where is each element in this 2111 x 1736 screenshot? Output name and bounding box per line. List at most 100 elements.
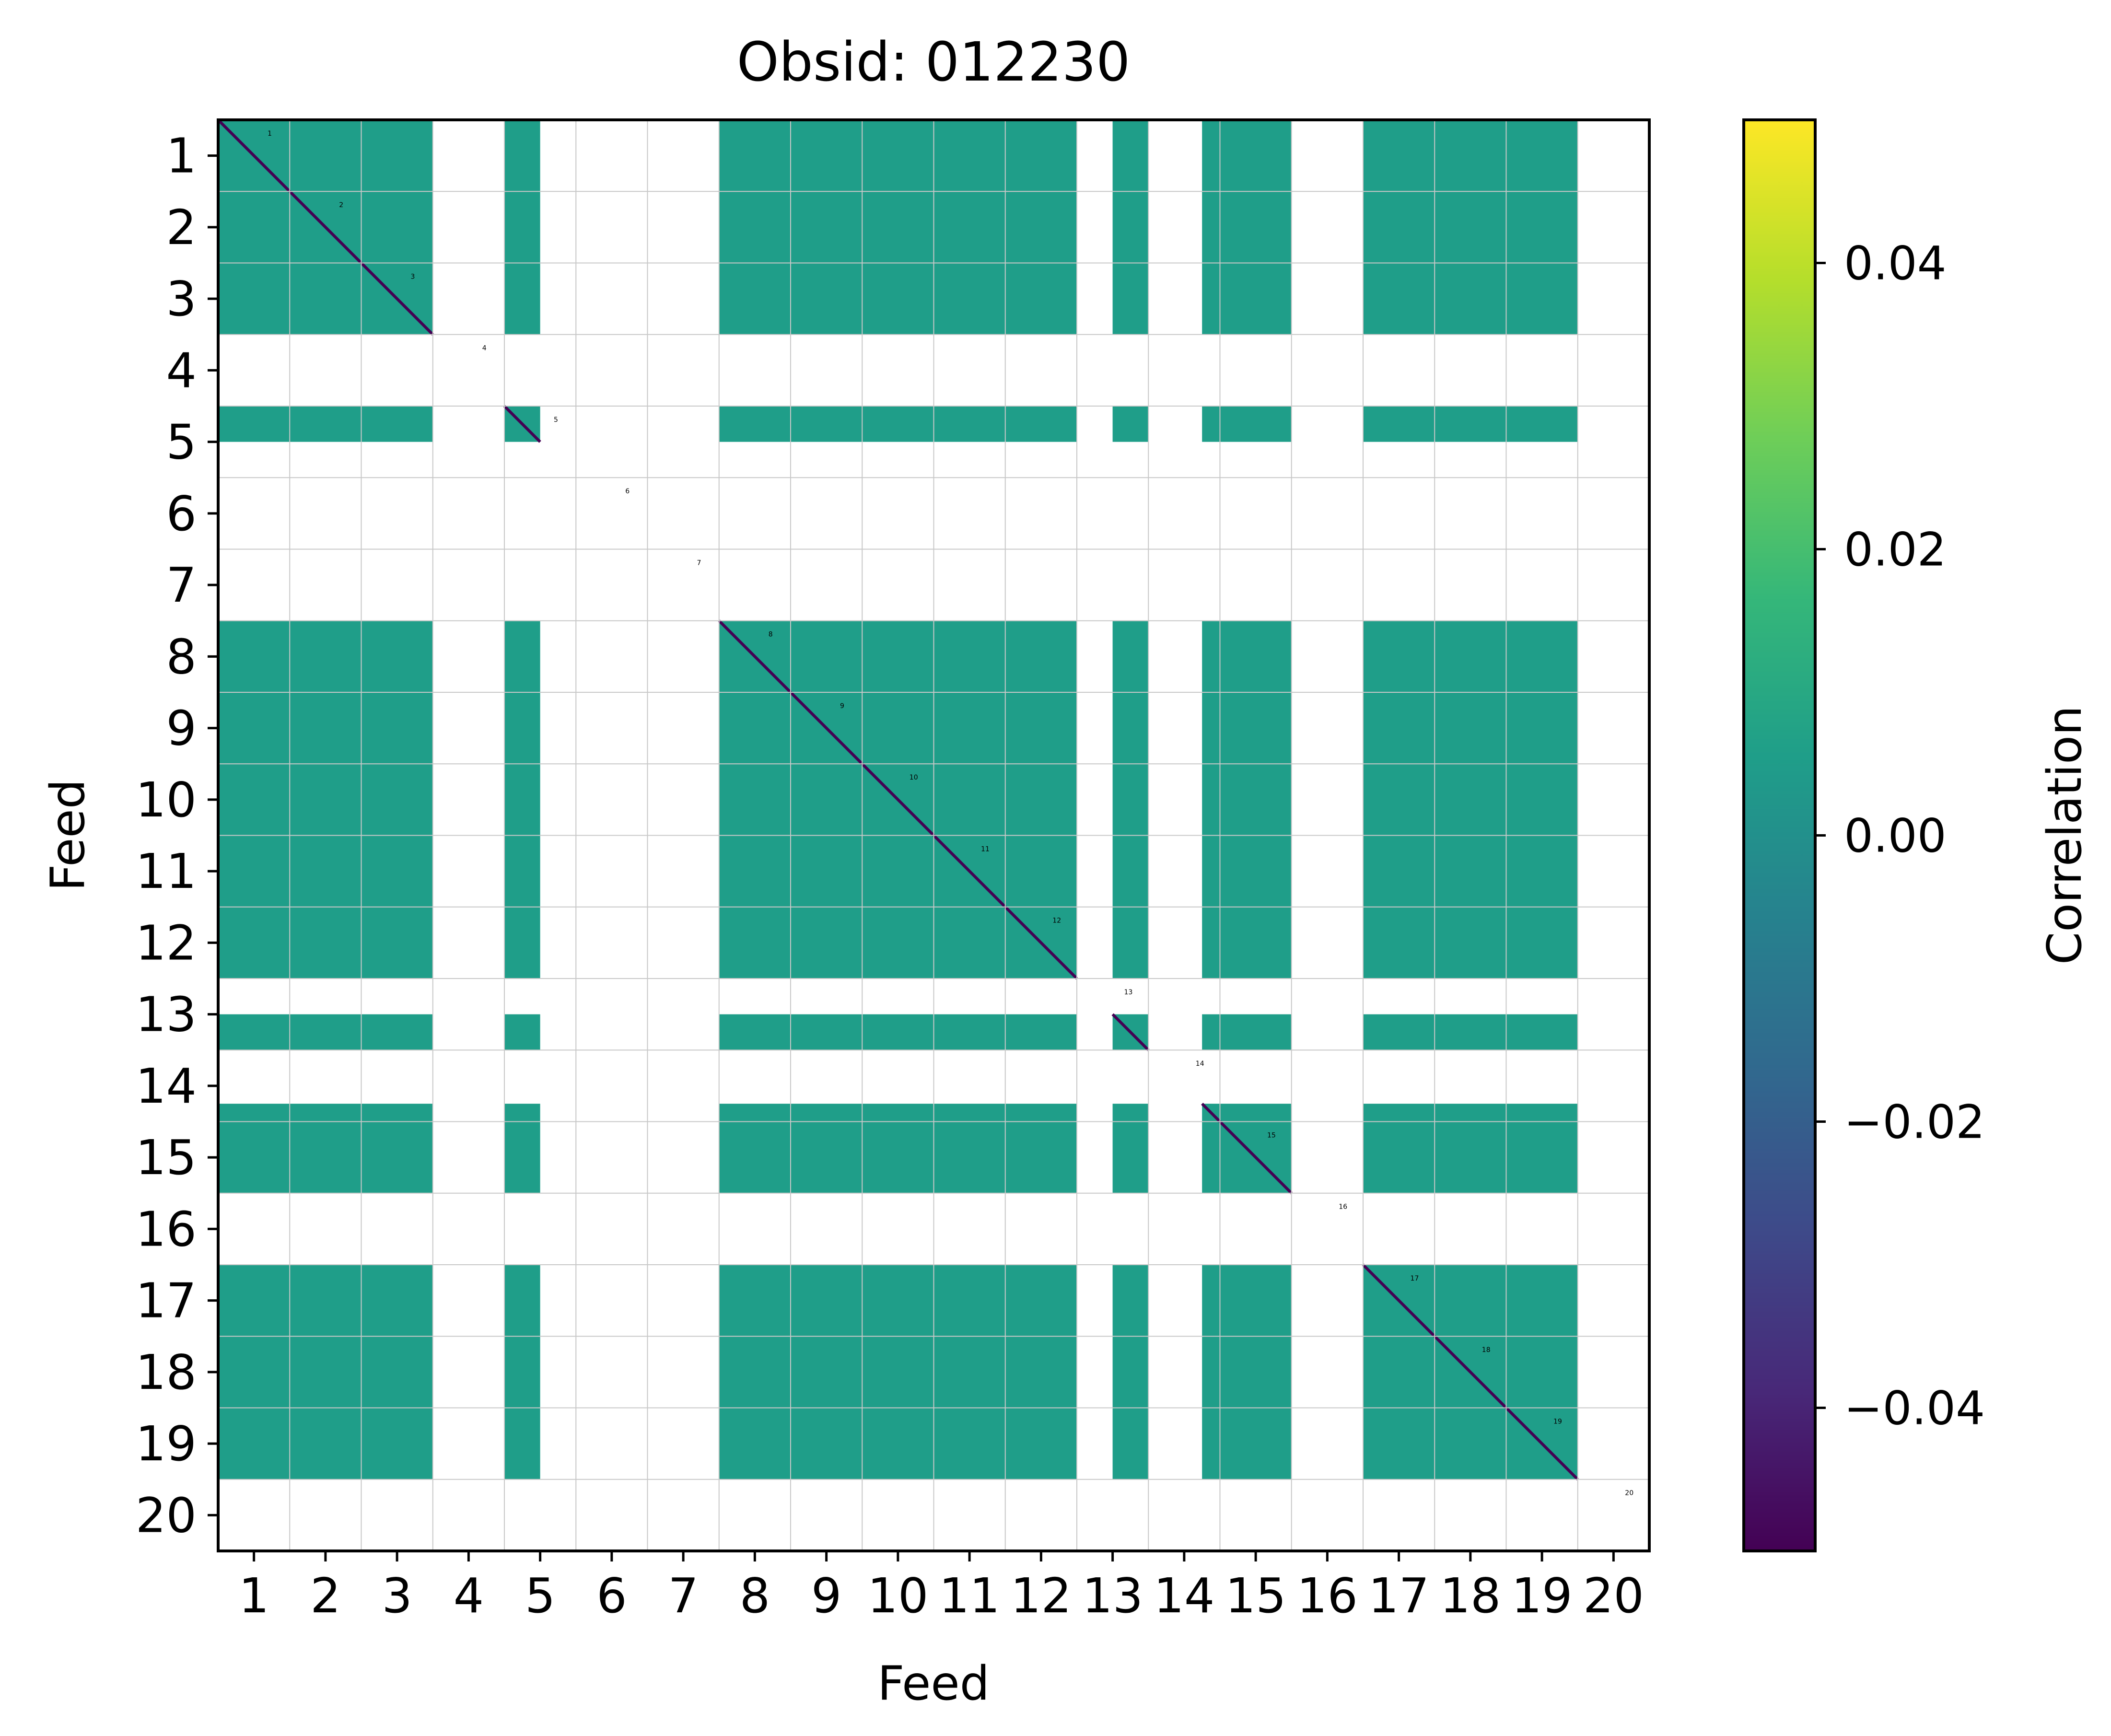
heatmap-cell bbox=[1112, 907, 1149, 979]
heatmap-cell bbox=[1506, 620, 1578, 692]
heatmap-cell bbox=[218, 1336, 290, 1408]
heatmap-cell bbox=[504, 764, 540, 836]
heatmap-cell bbox=[1005, 120, 1077, 192]
heatmap-cell bbox=[1005, 1265, 1077, 1337]
heatmap-cell bbox=[933, 120, 1005, 192]
heatmap-cell bbox=[218, 1408, 290, 1480]
plot-frame bbox=[217, 118, 1651, 1552]
diagonal-line bbox=[718, 619, 792, 694]
heatmap-cell bbox=[1220, 764, 1292, 836]
heatmap-cell bbox=[1202, 620, 1220, 692]
heatmap-cell bbox=[504, 835, 540, 907]
x-tick-label: 18 bbox=[1440, 1568, 1501, 1624]
feed-marker: 9 bbox=[840, 702, 844, 710]
heatmap-cell bbox=[1112, 406, 1149, 442]
heatmap-cell bbox=[1220, 907, 1292, 979]
heatmap-cell bbox=[361, 1014, 433, 1050]
heatmap-cell bbox=[933, 406, 1005, 442]
heatmap-cell bbox=[1363, 1014, 1435, 1050]
heatmap-cell bbox=[1435, 1104, 1506, 1122]
heatmap-cell bbox=[218, 907, 290, 979]
heatmap-cell bbox=[1506, 692, 1578, 764]
heatmap-cell bbox=[862, 1265, 934, 1337]
x-tick-label: 14 bbox=[1154, 1568, 1214, 1624]
heatmap-cell bbox=[791, 406, 863, 442]
heatmap-cell bbox=[504, 1408, 540, 1480]
heatmap-cell bbox=[933, 263, 1005, 335]
heatmap-cell bbox=[361, 406, 433, 442]
heatmap-cell bbox=[933, 1104, 1005, 1122]
heatmap-cell bbox=[1506, 1121, 1578, 1193]
heatmap-cell bbox=[504, 1014, 540, 1050]
heatmap-cell bbox=[1506, 406, 1578, 442]
diagonal-line bbox=[861, 763, 935, 837]
y-tick-label: 4 bbox=[166, 342, 197, 398]
heatmap-cell bbox=[1112, 1408, 1149, 1480]
heatmap-cell bbox=[1363, 1104, 1435, 1122]
x-tick-label: 1 bbox=[239, 1568, 269, 1624]
heatmap-cell bbox=[719, 692, 791, 764]
heatmap-cell bbox=[504, 263, 540, 335]
heatmap-cell bbox=[862, 907, 934, 979]
heatmap-cell bbox=[361, 1265, 433, 1337]
x-axis-ticks: 1 2 3 4 5 6 7 8 9 10 11 12 13 14 15 16 17 18 19 20 bbox=[239, 1551, 1644, 1624]
heatmap-cell bbox=[1435, 406, 1506, 442]
heatmap-cell bbox=[504, 620, 540, 692]
heatmap-cell bbox=[1112, 191, 1149, 263]
heatmap-cell bbox=[862, 692, 934, 764]
diagonal-line bbox=[933, 834, 1006, 908]
heatmap-cell bbox=[290, 1121, 362, 1193]
x-tick-label: 4 bbox=[454, 1568, 484, 1624]
heatmap-cell bbox=[719, 1408, 791, 1480]
heatmap-cell bbox=[1005, 692, 1077, 764]
heatmap-cell bbox=[933, 764, 1005, 836]
heatmap-cell bbox=[504, 191, 540, 263]
heatmap-cell bbox=[504, 120, 540, 192]
y-tick-label: 13 bbox=[136, 987, 197, 1043]
feed-marker: 11 bbox=[981, 845, 990, 853]
y-tick-label: 6 bbox=[166, 486, 197, 542]
heatmap-cell bbox=[218, 263, 290, 335]
heatmap-cell bbox=[1220, 406, 1292, 442]
heatmap-cell bbox=[361, 1121, 433, 1193]
colorbar bbox=[1742, 118, 1817, 1552]
heatmap-cell bbox=[1112, 764, 1149, 836]
heatmap-cell bbox=[933, 1336, 1005, 1408]
heatmap-cell bbox=[719, 1104, 791, 1122]
heatmap-cell bbox=[1363, 764, 1435, 836]
heatmap-cell bbox=[862, 1336, 934, 1408]
heatmap-cell bbox=[290, 1014, 362, 1050]
heatmap-cell bbox=[1506, 1265, 1578, 1337]
heatmap-cell bbox=[791, 835, 863, 907]
heatmap-cell bbox=[290, 1265, 362, 1337]
heatmap-cell bbox=[1435, 263, 1506, 335]
heatmap-cell bbox=[1112, 1121, 1149, 1193]
feed-marker: 18 bbox=[1482, 1346, 1491, 1354]
x-tick-label: 10 bbox=[867, 1568, 928, 1624]
heatmap-cell bbox=[791, 120, 863, 192]
heatmap-cell bbox=[1220, 835, 1292, 907]
heatmap-cell bbox=[1506, 907, 1578, 979]
heatmap-cell bbox=[1005, 1014, 1077, 1050]
heatmap-cell bbox=[933, 620, 1005, 692]
heatmap-cell bbox=[1363, 263, 1435, 335]
heatmap-cell bbox=[218, 1014, 290, 1050]
feed-marker: 6 bbox=[625, 488, 630, 495]
heatmap-cell bbox=[791, 1408, 863, 1480]
heatmap-cell bbox=[1005, 406, 1077, 442]
heatmap-cell bbox=[361, 764, 433, 836]
heatmap-cell bbox=[862, 191, 934, 263]
heatmap-cell bbox=[218, 1265, 290, 1337]
heatmap-cell bbox=[361, 1104, 433, 1122]
heatmap-cell bbox=[1506, 1104, 1578, 1122]
heatmap-cell bbox=[1363, 406, 1435, 442]
heatmap-cell bbox=[218, 1104, 290, 1122]
heatmap-cell bbox=[1005, 764, 1077, 836]
heatmap-cell bbox=[862, 1104, 934, 1122]
heatmap-cell bbox=[1435, 835, 1506, 907]
y-tick-label: 3 bbox=[166, 271, 197, 327]
heatmap-cell bbox=[1220, 263, 1292, 335]
heatmap-cell bbox=[1112, 1104, 1149, 1122]
feed-marker: 4 bbox=[482, 345, 487, 352]
